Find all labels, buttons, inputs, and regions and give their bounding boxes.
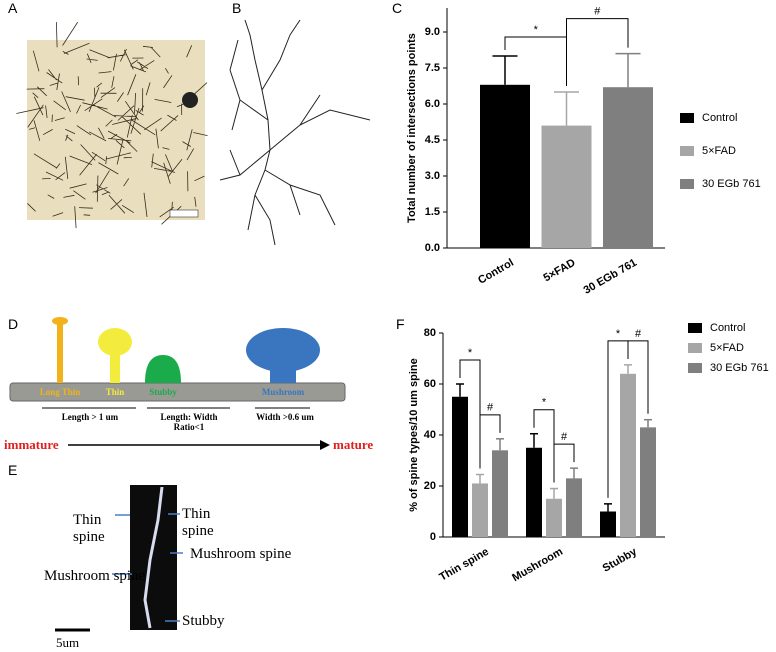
significance-mark: # bbox=[487, 402, 494, 414]
significance-mark: * bbox=[542, 397, 547, 409]
y-axis-label: Total number of intersections points bbox=[406, 33, 418, 223]
legend-label: Control bbox=[710, 322, 745, 334]
x-tick-label: Thin spine bbox=[437, 546, 491, 584]
legend-label: 30 EGb 761 bbox=[702, 178, 761, 190]
stubby-spine bbox=[145, 355, 181, 383]
y-tick-label: 9.0 bbox=[425, 26, 440, 38]
bar bbox=[620, 373, 636, 537]
x-tick-label: 30 EGb 761 bbox=[582, 257, 639, 297]
spine-label: Long Thin bbox=[39, 387, 81, 397]
long-thin-head bbox=[52, 317, 68, 325]
panel-label: E bbox=[8, 462, 18, 478]
y-tick-label: 80 bbox=[424, 327, 436, 339]
mushroom-head bbox=[246, 328, 320, 372]
y-tick-label: 60 bbox=[424, 378, 436, 390]
legend-swatch bbox=[688, 343, 702, 353]
legend-label: 30 EGb 761 bbox=[710, 362, 769, 374]
legend-swatch bbox=[688, 323, 702, 333]
x-tick-label: Control bbox=[476, 257, 516, 287]
spine-label: Stubby bbox=[149, 387, 177, 397]
criteria-text: Width >0.6 um bbox=[256, 412, 314, 422]
legend-swatch bbox=[688, 363, 702, 373]
bar bbox=[640, 427, 656, 537]
legend-swatch bbox=[680, 179, 694, 189]
y-tick-label: 0.0 bbox=[425, 242, 440, 254]
criteria-text: Length: Width Ratio<1 bbox=[160, 412, 218, 432]
spine-annotation: Mushroom spine bbox=[44, 568, 146, 584]
legend-label: 5×FAD bbox=[710, 342, 744, 354]
x-tick-label: Mushroom bbox=[510, 546, 565, 585]
neuron-tracing bbox=[219, 19, 371, 246]
legend-label: Control bbox=[702, 112, 737, 124]
stain-blob bbox=[182, 92, 198, 108]
x-tick-label: Stubby bbox=[601, 545, 640, 574]
spine-label: Mushroom bbox=[261, 387, 305, 397]
significance-bracket bbox=[627, 340, 649, 414]
bar bbox=[526, 447, 542, 537]
bar bbox=[566, 478, 582, 537]
bar bbox=[541, 125, 592, 248]
bar bbox=[600, 511, 616, 537]
y-tick-label: 40 bbox=[424, 429, 436, 441]
dendrite bbox=[143, 486, 164, 629]
panel-label: D bbox=[8, 316, 19, 332]
spine-label: Thin bbox=[105, 387, 125, 397]
x-tick-label: 5×FAD bbox=[542, 257, 578, 285]
bar bbox=[472, 483, 488, 537]
pointer-arrows bbox=[112, 513, 183, 622]
panel-label: A bbox=[8, 0, 18, 16]
criteria-text: Length > 1 um bbox=[61, 412, 119, 422]
significance-bracket bbox=[553, 443, 575, 483]
micrograph bbox=[27, 40, 205, 220]
y-tick-label: 1.5 bbox=[425, 206, 440, 218]
bar bbox=[480, 84, 530, 248]
dendrite-image bbox=[130, 485, 177, 630]
spine-annotation: Stubby bbox=[182, 613, 225, 629]
long-thin-spine bbox=[57, 322, 63, 383]
panel-label: B bbox=[232, 0, 242, 16]
bar bbox=[546, 498, 562, 537]
bar bbox=[603, 87, 653, 248]
thin-head bbox=[98, 328, 132, 356]
y-tick-label: 7.5 bbox=[425, 62, 440, 74]
significance-bracket bbox=[566, 18, 629, 86]
scale-bar bbox=[169, 209, 199, 218]
bar bbox=[492, 450, 508, 537]
thin-spine bbox=[110, 345, 120, 383]
y-axis-label: % of spine types/10 um spine bbox=[408, 358, 420, 511]
significance-bracket bbox=[459, 359, 481, 469]
start-label: immature bbox=[4, 437, 59, 452]
panel-label: C bbox=[392, 0, 403, 16]
y-tick-label: 3.0 bbox=[425, 170, 440, 182]
y-tick-label: 4.5 bbox=[425, 134, 440, 146]
significance-mark: * bbox=[468, 347, 473, 359]
y-tick-label: 0 bbox=[430, 531, 436, 543]
significance-mark: # bbox=[561, 431, 568, 443]
bar bbox=[452, 396, 468, 537]
y-tick-label: 20 bbox=[424, 480, 436, 492]
panel-label: F bbox=[396, 316, 405, 332]
legend-label: 5×FAD bbox=[702, 145, 736, 157]
significance-mark: * bbox=[534, 24, 539, 36]
spine-annotation: Thin spine bbox=[182, 506, 214, 539]
spine-annotation: Thin spine bbox=[73, 512, 105, 545]
significance-mark: # bbox=[635, 328, 642, 340]
y-tick-label: 6.0 bbox=[425, 98, 440, 110]
legend-swatch bbox=[680, 113, 694, 123]
significance-bracket bbox=[479, 414, 501, 469]
arrow-head bbox=[320, 440, 330, 450]
end-label: mature bbox=[333, 437, 374, 452]
legend-swatch bbox=[680, 146, 694, 156]
significance-mark: # bbox=[594, 6, 601, 18]
spine-annotation: Mushroom spine bbox=[190, 546, 292, 562]
scale-label: 5um bbox=[56, 635, 80, 650]
significance-mark: * bbox=[616, 328, 621, 340]
significance-bracket bbox=[504, 36, 567, 86]
